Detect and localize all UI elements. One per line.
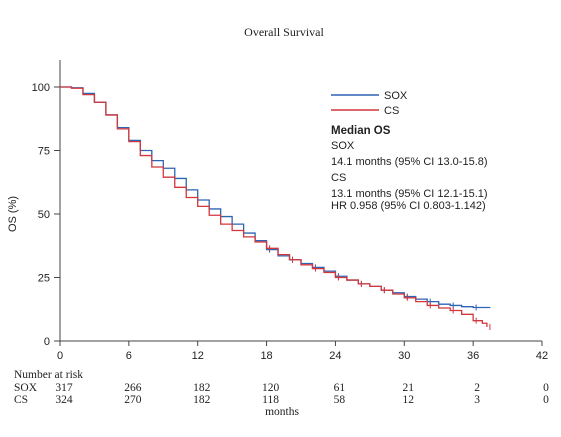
y-axis-label: OS (%) — [7, 196, 19, 232]
risk-value-sox: 182 — [193, 382, 211, 394]
risk-table: Number at risk SOX CS 317 266 182 120 61 21 2 0… — [14, 369, 549, 418]
risk-value-cs: 182 — [193, 394, 211, 406]
x-tick-label: 18 — [260, 350, 272, 362]
chart-title: Overall Survival — [244, 25, 324, 39]
risk-value-cs: 324 — [55, 394, 73, 406]
series-lines — [60, 86, 491, 331]
risk-value-sox: 61 — [334, 382, 346, 394]
hazard-ratio: HR 0.958 (95% CI 0.803-1.142) — [331, 200, 486, 212]
risk-value-cs: 270 — [124, 394, 142, 406]
x-tick-label: 12 — [192, 350, 204, 362]
y-tick-label: 100 — [32, 82, 50, 94]
x-tick-label: 6 — [126, 350, 132, 362]
y-axis-ticks: 0 25 50 75 100 — [32, 82, 60, 348]
y-tick-label: 25 — [38, 273, 50, 285]
risk-value-sox: 21 — [403, 382, 415, 394]
risk-row-label-cs: CS — [14, 394, 28, 406]
risk-value-cs: 12 — [403, 394, 415, 406]
y-tick-label: 50 — [38, 209, 50, 221]
risk-value-sox: 120 — [262, 382, 280, 394]
risk-table-values: 317 266 182 120 61 21 2 0 324 270 182 118 58 12 3 0 — [55, 382, 549, 406]
median-cs-label: CS — [331, 172, 346, 184]
risk-value-sox: 2 — [474, 382, 480, 394]
median-sox-label: SOX — [331, 140, 355, 152]
x-tick-label: 42 — [536, 350, 548, 362]
x-tick-label: 30 — [398, 350, 410, 362]
y-tick-label: 75 — [38, 146, 50, 158]
x-tick-label: 24 — [329, 350, 341, 362]
x-axis-label: months — [265, 406, 299, 418]
x-axis-ticks: 0 6 12 18 24 30 36 42 — [57, 341, 548, 362]
x-tick-label: 0 — [57, 350, 63, 362]
legend-label-cs: CS — [384, 105, 399, 117]
risk-value-cs: 58 — [334, 394, 346, 406]
median-os-annotation: Median OS SOX 14.1 months (95% CI 13.0-1… — [331, 125, 488, 212]
series-line-cs — [60, 86, 488, 328]
risk-value-sox: 317 — [55, 382, 73, 394]
y-tick-label: 0 — [44, 336, 50, 348]
risk-value-cs: 3 — [474, 394, 480, 406]
median-os-title: Median OS — [331, 125, 391, 137]
legend: SOX CS — [331, 90, 408, 117]
risk-row-label-sox: SOX — [14, 382, 38, 394]
risk-table-header: Number at risk — [14, 369, 83, 381]
series-line-sox — [60, 86, 491, 309]
risk-value-sox: 0 — [543, 382, 549, 394]
median-sox-value: 14.1 months (95% CI 13.0-15.8) — [331, 156, 488, 168]
x-tick-label: 36 — [467, 350, 479, 362]
risk-value-cs: 0 — [543, 394, 549, 406]
median-cs-value: 13.1 months (95% CI 12.1-15.1) — [331, 188, 488, 200]
legend-label-sox: SOX — [384, 90, 408, 102]
risk-value-cs: 118 — [262, 394, 279, 406]
risk-value-sox: 266 — [124, 382, 142, 394]
